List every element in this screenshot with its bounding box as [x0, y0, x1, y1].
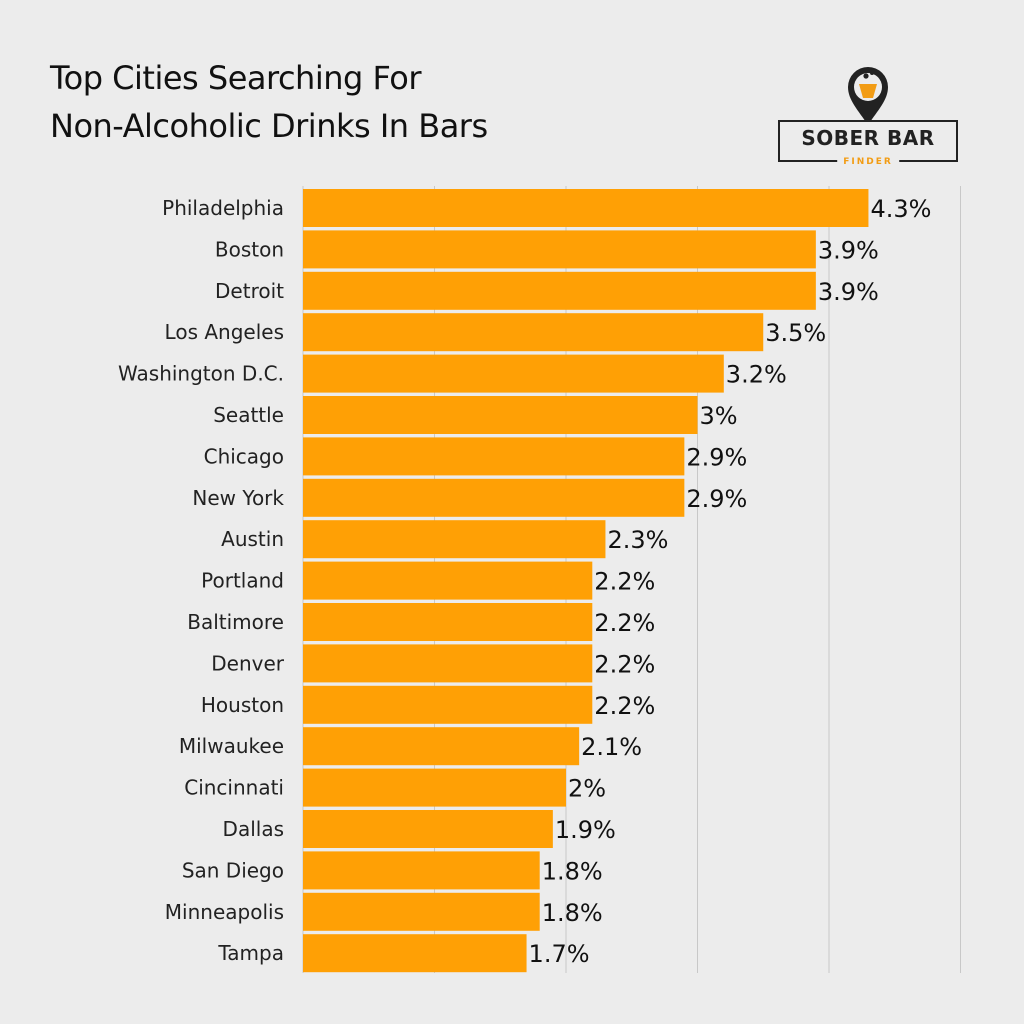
logo-name: SOBER BAR [801, 126, 935, 150]
value-label: 2.2% [594, 568, 655, 596]
bar-detroit [303, 271, 816, 310]
value-label: 1.7% [529, 940, 590, 968]
category-label: Seattle [213, 403, 284, 427]
value-label: 3.2% [726, 361, 787, 389]
value-label: 2.9% [686, 443, 747, 471]
bar-tampa [303, 934, 527, 973]
bar-los-angeles [303, 313, 764, 352]
value-label: 2.9% [686, 485, 747, 513]
bar-milwaukee [303, 727, 580, 766]
bar-chicago [303, 437, 685, 476]
category-label: Chicago [204, 444, 284, 468]
bar-austin [303, 520, 606, 559]
category-label: Los Angeles [165, 320, 284, 344]
category-label: Houston [201, 693, 284, 717]
bar-san-diego [303, 851, 540, 890]
category-label: Portland [201, 569, 284, 593]
bar-baltimore [303, 603, 593, 641]
category-label: Milwaukee [179, 734, 284, 758]
value-label: 1.9% [555, 816, 616, 844]
value-label: 3.5% [765, 319, 826, 347]
category-label: San Diego [182, 858, 284, 882]
value-label: 3.9% [818, 236, 879, 264]
category-label: Philadelphia [162, 196, 284, 220]
category-label: Dallas [223, 817, 284, 841]
bar-washington-d-c- [303, 354, 724, 393]
value-label: 2% [568, 775, 606, 803]
title-line-2: Non-Alcoholic Drinks In Bars [50, 107, 488, 145]
category-label: Boston [215, 237, 284, 261]
value-label: 4.3% [870, 195, 931, 223]
bar-houston [303, 685, 593, 724]
category-label: Denver [211, 651, 285, 675]
value-label: 2.3% [607, 526, 668, 554]
value-label: 1.8% [542, 857, 603, 885]
category-label: Austin [221, 527, 284, 551]
category-label: New York [192, 486, 284, 510]
category-label: Tampa [217, 941, 284, 965]
sober-bar-finder-logo: SOBER BAR FINDER [778, 62, 958, 172]
value-label: 2.2% [594, 609, 655, 637]
bar-portland [303, 561, 593, 600]
logo-wordmark-box: SOBER BAR FINDER [778, 120, 958, 167]
title-line-1: Top Cities Searching For [50, 59, 421, 97]
bar-dallas [303, 810, 553, 848]
value-label: 2.1% [581, 733, 642, 761]
bar-cincinnati [303, 768, 566, 807]
bar-philadelphia [303, 189, 869, 227]
category-label: Cincinnati [184, 776, 284, 800]
map-pin-glass-icon [848, 67, 888, 125]
bar-boston [303, 230, 816, 269]
bar-denver [303, 644, 593, 683]
category-label: Minneapolis [165, 900, 284, 924]
value-label: 1.8% [542, 899, 603, 927]
bar-new-york [303, 478, 685, 517]
value-label: 2.2% [594, 650, 655, 678]
value-label: 2.2% [594, 692, 655, 720]
logo-subtitle: FINDER [837, 157, 899, 167]
bar-seattle [303, 396, 698, 434]
value-label: 3% [700, 402, 738, 430]
category-label: Washington D.C. [118, 362, 284, 386]
bar-minneapolis [303, 892, 540, 931]
category-label: Baltimore [187, 610, 284, 634]
chart-title: Top Cities Searching For Non-Alcoholic D… [50, 54, 670, 150]
category-label: Detroit [215, 279, 284, 303]
value-label: 3.9% [818, 278, 879, 306]
